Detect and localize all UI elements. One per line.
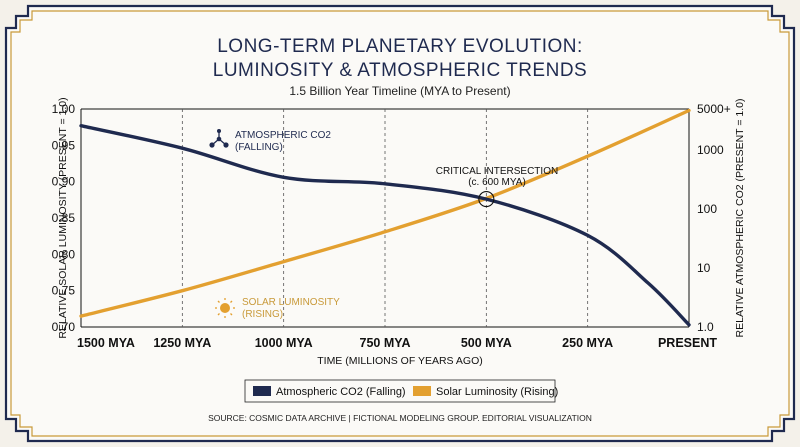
x-tick-label: 1500 MYA <box>77 336 135 350</box>
x-tick-label: 500 MYA <box>461 336 512 350</box>
x-tick-labels: 1500 MYA 1250 MYA 1000 MYA 750 MYA 500 MYA 25… <box>77 336 717 350</box>
left-tick-label: 0.75 <box>52 284 76 298</box>
right-tick-label: 1000 <box>697 143 724 157</box>
source-note: SOURCE: COSMIC DATA ARCHIVE | FICTIONAL … <box>208 413 592 423</box>
co2-annotation-line1: ATMOSPHERIC CO2 <box>235 130 331 141</box>
left-tick-labels: 1.00 0.95 0.90 0.85 0.80 0.75 0.70 <box>52 102 76 334</box>
co2-series-line <box>79 124 691 327</box>
left-tick-label: 0.70 <box>52 320 76 334</box>
left-tick-label: 0.95 <box>52 138 76 152</box>
outer-frame <box>4 4 796 443</box>
sun-icon <box>215 298 235 318</box>
inner-frame <box>10 10 790 437</box>
legend-label-co2: Atmospheric CO2 (Falling) <box>276 386 406 398</box>
sun-annotation-line2: (RISING) <box>242 309 283 320</box>
right-tick-labels: 5000+ 1000 100 10 1.0 <box>697 102 731 334</box>
x-tick-label: 1000 MYA <box>255 336 313 350</box>
left-tick-label: 0.85 <box>52 211 76 225</box>
chart-title-line2: LUMINOSITY & ATMOSPHERIC TRENDS <box>213 60 587 81</box>
x-axis-label: TIME (MILLIONS OF YEARS AGO) <box>317 355 483 367</box>
right-tick-label: 1.0 <box>697 320 714 334</box>
series-lines <box>79 108 691 327</box>
luminosity-series-line <box>79 108 691 318</box>
legend-label-luminosity: Solar Luminosity (Rising) <box>436 386 558 398</box>
left-tick-label: 0.80 <box>52 247 76 261</box>
intersection-marker <box>478 191 495 208</box>
intersection-circle <box>478 191 495 208</box>
x-tick-label: 750 MYA <box>360 336 411 350</box>
x-tick-label: 250 MYA <box>562 336 613 350</box>
intersection-annotation-line1: CRITICAL INTERSECTION <box>436 166 558 177</box>
co2-annotation-line2: (FALLING) <box>235 142 283 153</box>
chart-title-line1: LONG-TERM PLANETARY EVOLUTION: <box>217 36 583 57</box>
legend-box <box>244 379 556 403</box>
left-tick-label: 1.00 <box>52 102 76 116</box>
x-tick-label: PRESENT <box>658 336 717 350</box>
chart-subtitle: 1.5 Billion Year Timeline (MYA to Presen… <box>289 84 510 98</box>
right-tick-label: 10 <box>697 261 711 275</box>
left-tick-label: 0.90 <box>52 175 76 189</box>
right-tick-label: 5000+ <box>697 102 731 116</box>
legend-swatch-luminosity <box>413 386 431 396</box>
right-tick-label: 100 <box>697 202 717 216</box>
legend-swatch-co2 <box>253 386 271 396</box>
intersection-annotation-line2: (c. 600 MYA) <box>468 177 526 188</box>
right-axis-label: RELATIVE ATMOSPHERIC CO2 (PRESENT = 1.0) <box>734 99 746 338</box>
left-axis-label: RELATIVE SOLAR LUMINOSITY (PRESENT = 1.0… <box>57 97 69 338</box>
x-tick-label: 1250 MYA <box>153 336 211 350</box>
molecule-icon <box>209 129 229 148</box>
sun-annotation-line1: SOLAR LUMINOSITY <box>242 297 340 308</box>
